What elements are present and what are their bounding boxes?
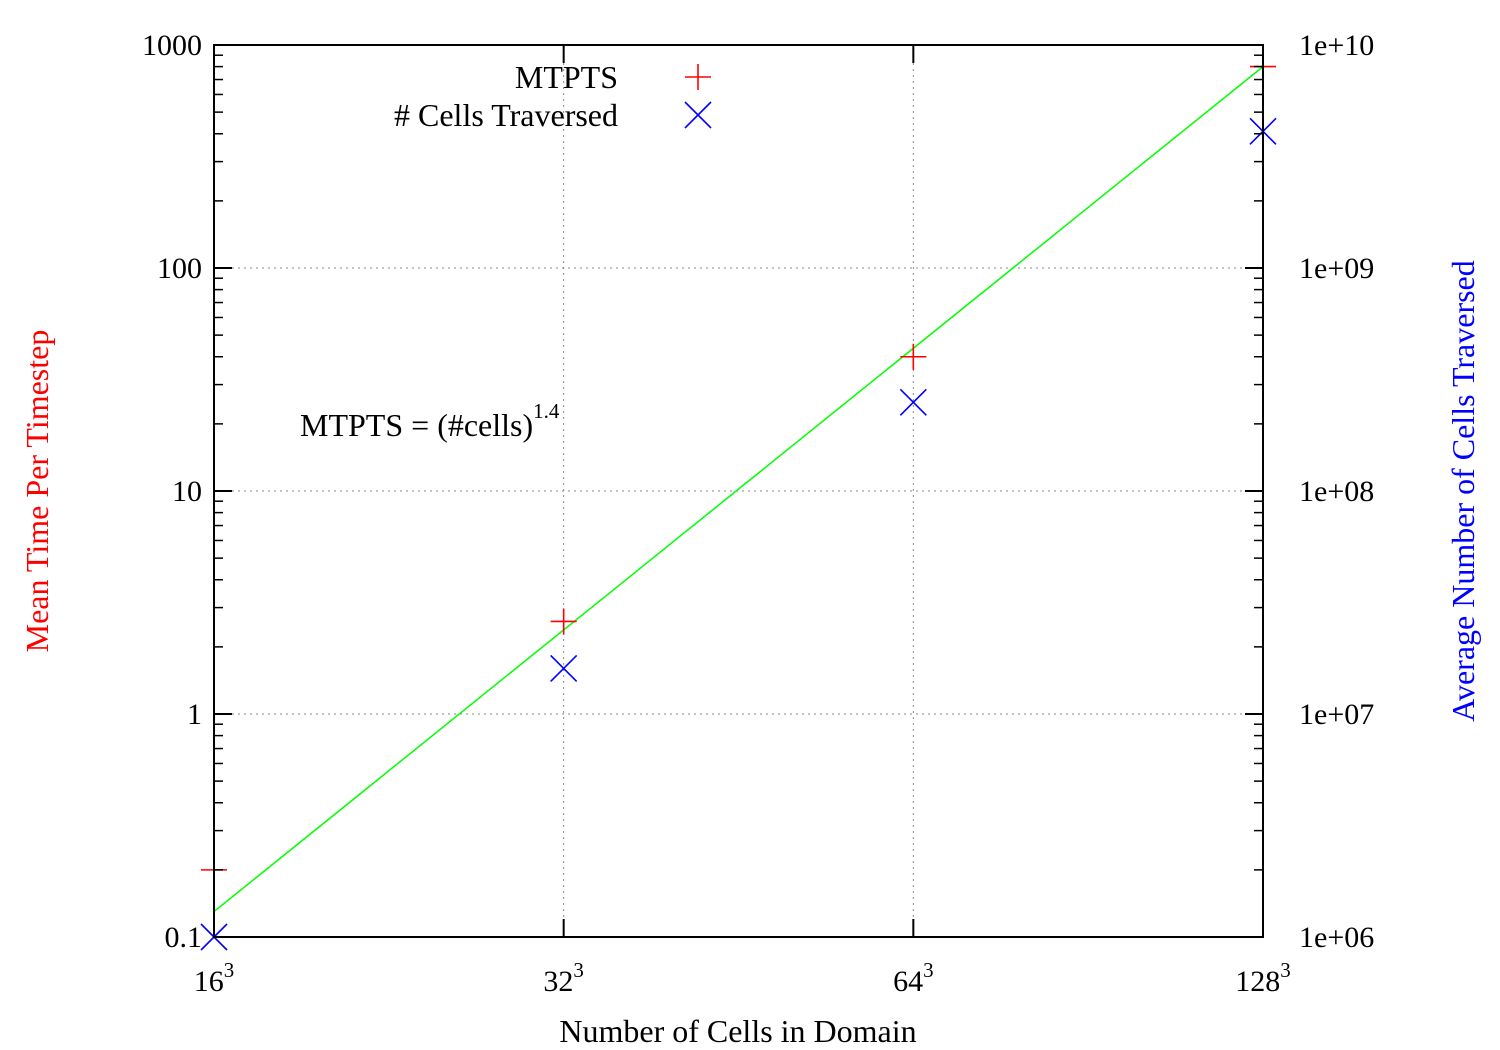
y-right-tick-label: 1e+07: [1299, 698, 1374, 731]
legend-label-cells-traversed: # Cells Traversed: [394, 97, 618, 133]
fit-annotation: MTPTS = (#cells)1.4: [300, 399, 560, 443]
y-left-tick-label: 10: [172, 475, 202, 508]
right-y-axis-title: Average Number of Cells Traversed: [1445, 260, 1481, 722]
legend-label-mtpts: MTPTS: [515, 59, 618, 95]
x-axis-title: Number of Cells in Domain: [559, 1013, 916, 1049]
x-tick-label: 323: [543, 958, 584, 998]
y-right-tick-label: 1e+06: [1299, 921, 1374, 954]
y-right-tick-label: 1e+08: [1299, 475, 1374, 508]
y-left-tick-label: 1000: [142, 29, 202, 62]
series-cells-traversed: [200, 117, 1277, 951]
x-tick-label: 643: [893, 958, 934, 998]
fit-annotation-exponent: 1.4: [533, 399, 560, 423]
legend-cross-marker: [684, 101, 712, 129]
x-tick-label: 163: [194, 958, 235, 998]
series-mtpts: [201, 53, 1276, 883]
fit-line-layer: [213, 66, 1264, 913]
tick-labels: 0.1 1e+06 1 1e+07 10 1e+08 100 1e+09 1000 1e+10 16…: [142, 29, 1374, 998]
cells-traversed-point: [899, 388, 927, 416]
axis-ticks: [213, 44, 1264, 938]
y-left-tick-label: 1: [187, 698, 202, 731]
grid-lines: [214, 45, 1263, 937]
legend-marker-cells-traversed: [684, 101, 712, 129]
y-left-tick-label: 100: [157, 252, 202, 285]
y-right-tick-label: 1e+09: [1299, 252, 1374, 285]
cells-traversed-point: [550, 654, 578, 683]
fit-line: [213, 66, 1264, 913]
fit-annotation-text: MTPTS = (#cells): [300, 407, 533, 443]
left-y-axis-title: Mean Time Per Timestep: [19, 330, 55, 653]
y-left-tick-label: 0.1: [165, 921, 203, 954]
legend: MTPTS # Cells Traversed: [394, 59, 712, 133]
data-points: [200, 53, 1277, 951]
x-tick-label: 1283: [1235, 958, 1291, 998]
y-right-tick-label: 1e+10: [1299, 29, 1374, 62]
legend-marker-mtpts: [685, 64, 711, 90]
